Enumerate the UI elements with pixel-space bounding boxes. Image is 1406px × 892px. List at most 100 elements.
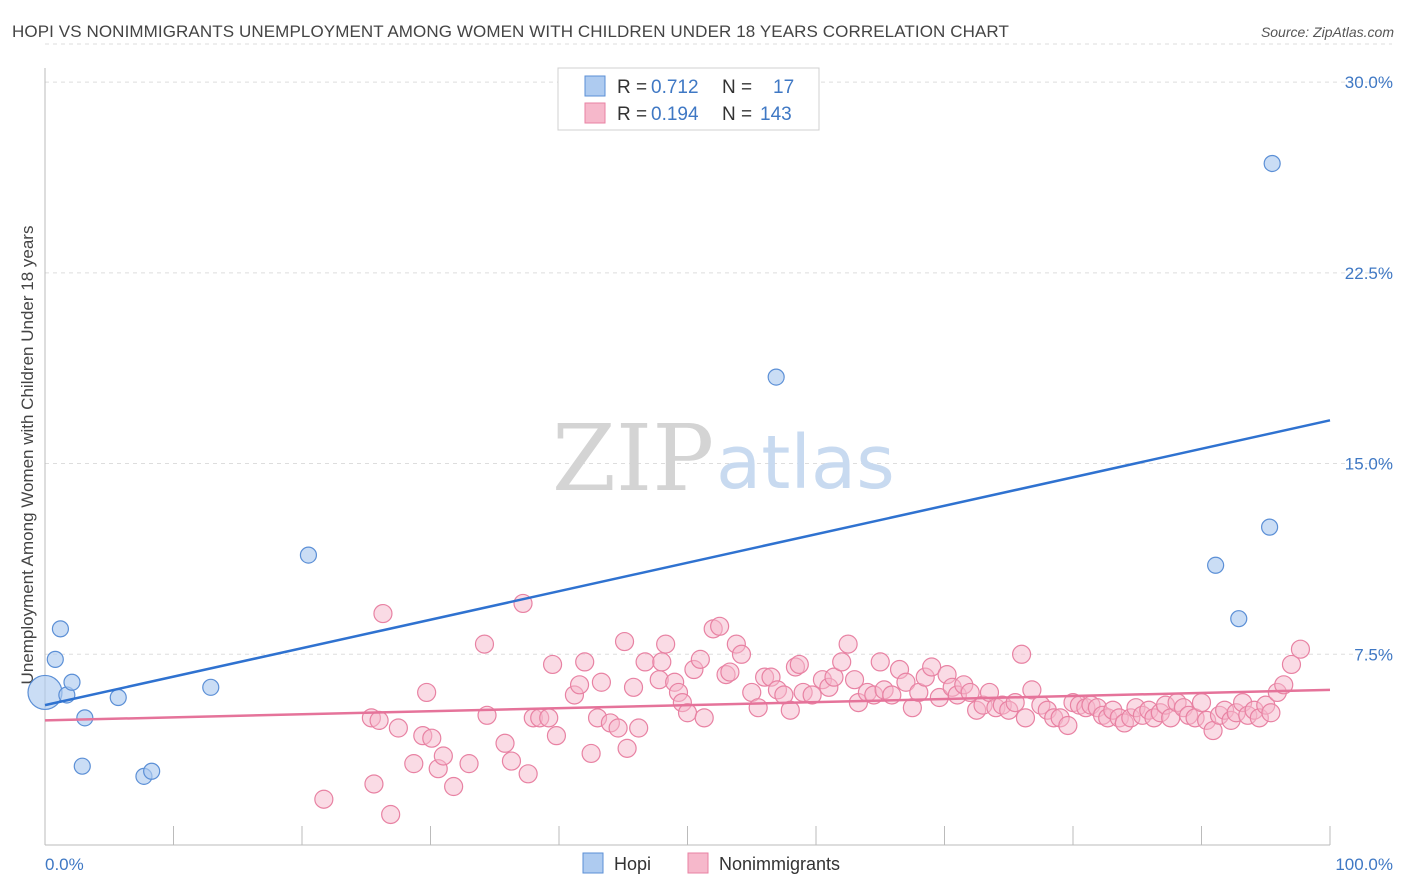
x-tick-label: 100.0% — [1335, 855, 1393, 874]
nonimmigrants-point — [501, 751, 522, 771]
y-tick-label: 15.0% — [1345, 455, 1393, 474]
nonimmigrants-point — [690, 649, 710, 669]
y-tick-label: 22.5% — [1345, 264, 1393, 283]
bottom-legend: Hopi Nonimmigrants — [582, 852, 840, 874]
nonimmigrants-point — [844, 670, 865, 690]
nonimmigrants-point — [542, 654, 563, 675]
nonimmigrants-point — [623, 677, 644, 697]
nonimmigrants-point — [364, 774, 384, 794]
nonimmigrants-point — [629, 718, 649, 738]
hopi-trend-line — [44, 419, 1331, 707]
nonimmigrants-point — [388, 718, 408, 738]
gridlines — [45, 43, 1392, 655]
hopi-point — [109, 688, 127, 707]
hopi-point — [51, 620, 70, 638]
nonimmigrants-point — [417, 682, 437, 703]
nonimmigrants-trend-line — [44, 688, 1331, 722]
hopi-point — [63, 673, 81, 691]
nonimmigrants-point — [1022, 680, 1042, 700]
nonimmigrants-point — [546, 726, 567, 746]
nonimmigrants-point — [1290, 639, 1311, 659]
x-tick-labels: 0.0% 100.0% — [45, 855, 1393, 874]
nonimmigrants-point — [1015, 708, 1036, 728]
nonimmigrants-point — [1281, 654, 1302, 675]
nonimmigrants-point — [614, 631, 635, 652]
hopi-point — [767, 368, 785, 386]
bottom-legend-swatch-nonimmigrants — [687, 852, 709, 874]
nonimmigrants-point — [539, 708, 559, 728]
hopi-points — [27, 154, 1281, 785]
nonimmigrants-point — [575, 652, 595, 672]
hopi-point — [143, 762, 161, 780]
legend-n-label-nonimmigrants: N = — [722, 104, 752, 125]
legend-r-label-nonimmigrants: R = — [617, 104, 647, 125]
legend-r-label-hopi: R = — [617, 77, 647, 98]
nonimmigrants-point — [581, 743, 601, 764]
nonimmigrants-point — [748, 698, 768, 718]
hopi-point — [1230, 610, 1248, 628]
nonimmigrants-point — [802, 685, 822, 705]
hopi-point — [76, 709, 94, 727]
legend: R = 0.712 N = 17 R = 0.194 N = 143 — [557, 67, 820, 131]
nonimmigrants-point — [495, 733, 515, 753]
nonimmigrants-point — [608, 718, 628, 738]
nonimmigrants-point — [422, 728, 442, 748]
nonimmigrants-point — [369, 710, 389, 730]
legend-n-value-nonimmigrants: 143 — [760, 104, 792, 125]
watermark-atlas: atlas — [716, 420, 895, 506]
nonimmigrants-point — [1274, 675, 1294, 695]
nonimmigrants-point — [474, 634, 495, 654]
nonimmigrants-point — [789, 654, 809, 675]
hopi-point — [46, 650, 64, 668]
nonimmigrants-point — [591, 672, 612, 692]
hopi-point — [299, 546, 318, 564]
nonimmigrants-point — [1058, 715, 1078, 736]
nonimmigrants-point — [1191, 692, 1212, 713]
nonimmigrants-point — [569, 675, 590, 695]
chart-title: HOPI VS NONIMMIGRANTS UNEMPLOYMENT AMONG… — [12, 22, 1009, 41]
bottom-legend-swatch-hopi — [582, 852, 604, 874]
legend-n-value-hopi: 17 — [773, 77, 794, 98]
legend-n-label-hopi: N = — [722, 77, 752, 98]
hopi-point — [1263, 154, 1281, 173]
nonimmigrants-point — [838, 634, 858, 654]
nonimmigrants-point — [635, 652, 655, 672]
legend-r-value-nonimmigrants: 0.194 — [651, 104, 699, 125]
nonimmigrants-point — [656, 634, 676, 654]
nonimmigrants-point — [1011, 644, 1032, 664]
nonimmigrants-point — [922, 657, 942, 677]
nonimmigrants-point — [459, 754, 479, 774]
nonimmigrants-point — [824, 667, 844, 687]
hopi-point — [1261, 518, 1279, 536]
x-tick-label: 0.0% — [45, 855, 84, 874]
nonimmigrants-point — [832, 652, 852, 672]
nonimmigrants-point — [731, 644, 752, 664]
bottom-legend-label-nonimmigrants: Nonimmigrants — [719, 854, 840, 874]
nonimmigrants-point — [1261, 703, 1281, 723]
nonimmigrants-point — [381, 804, 401, 825]
legend-swatch-nonimmigrants — [584, 102, 606, 124]
axes — [44, 68, 1331, 846]
hopi-point — [1207, 556, 1225, 574]
nonimmigrants-point — [896, 672, 916, 692]
hopi-point — [202, 678, 220, 696]
trend-lines — [44, 419, 1331, 722]
nonimmigrants-points — [314, 593, 1311, 825]
nonimmigrants-point — [444, 776, 464, 797]
legend-r-value-hopi: 0.712 — [651, 77, 699, 98]
nonimmigrants-point — [404, 754, 424, 774]
nonimmigrants-point — [373, 603, 393, 624]
y-tick-label: 30.0% — [1345, 73, 1393, 92]
nonimmigrants-point — [617, 738, 637, 758]
nonimmigrants-point — [870, 652, 890, 672]
nonimmigrants-point — [433, 746, 453, 766]
nonimmigrants-point — [780, 700, 800, 720]
nonimmigrants-point — [720, 662, 740, 682]
watermark-zip: ZIP — [552, 405, 714, 512]
source-credit: Source: ZipAtlas.com — [1260, 24, 1394, 40]
bottom-legend-label-hopi: Hopi — [614, 854, 651, 874]
y-tick-labels: 7.5% 15.0% 22.5% 30.0% — [1345, 73, 1393, 664]
nonimmigrants-point — [710, 616, 730, 636]
nonimmigrants-point — [652, 652, 672, 672]
nonimmigrants-point — [960, 682, 980, 703]
